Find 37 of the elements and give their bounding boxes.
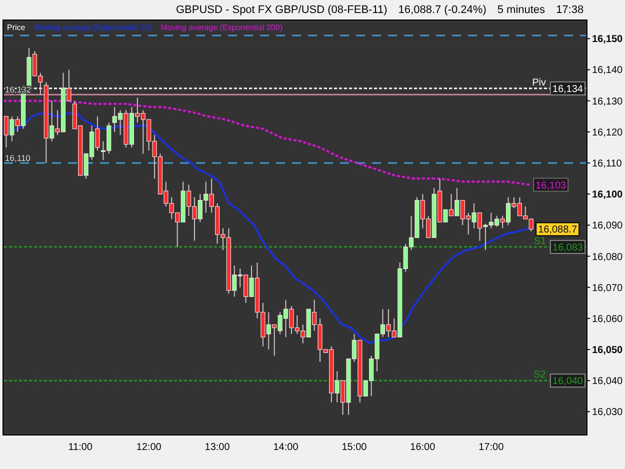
y-tick-label: 16,150	[592, 34, 624, 46]
y-tick-label: 16,060	[592, 314, 624, 325]
y-tick-label: 16,030	[592, 407, 624, 418]
x-tick-label: 17:00	[478, 442, 504, 453]
ref-line-label: S1	[534, 236, 546, 247]
ref-line-label: Piv	[532, 77, 546, 88]
annotation: 16,083	[552, 242, 584, 254]
text: Price	[7, 23, 26, 32]
y-tick-label: 16,070	[592, 282, 624, 294]
y-tick-label: 16,040	[592, 376, 624, 388]
line-series	[2, 100, 530, 186]
x-tick-label: 13:00	[204, 442, 230, 453]
y-tick-label: 16,120	[592, 127, 624, 138]
data-label: 16,103	[535, 180, 567, 192]
text: Moving average (Exponential 20)	[34, 23, 152, 32]
annotation: 16,110	[5, 152, 31, 163]
text: 17:38	[556, 4, 584, 16]
text: 16,088.7 (-0.24%)	[398, 4, 486, 16]
x-tick-label: 11:00	[68, 442, 93, 453]
chart-title: GBPUSD - Spot FX GBP/USD (08-FEB-11)	[176, 4, 388, 16]
y-tick-label: 16,130	[592, 96, 624, 108]
annotation: 16,134	[552, 84, 584, 95]
text: Moving average (Exponential 200)	[160, 23, 283, 32]
y-tick-label: 16,050	[592, 345, 624, 356]
text: 16,088.7	[538, 224, 578, 236]
x-tick-label: 16:00	[410, 442, 436, 453]
y-tick-label: 16,100	[592, 190, 624, 201]
x-tick-label: 12:00	[136, 442, 162, 453]
y-tick-label: 16,140	[592, 65, 624, 76]
x-tick-label: 14:00	[273, 442, 299, 453]
y-tick-label: 16,110	[592, 158, 622, 170]
ref-line-label: S2	[534, 370, 546, 381]
x-tick-label: 15:00	[342, 442, 368, 453]
y-tick-label: 16,090	[592, 220, 624, 232]
text: 5 minutes	[497, 4, 546, 16]
y-tick-label: 16,080	[592, 252, 624, 263]
annotation: 16,040	[552, 376, 584, 388]
